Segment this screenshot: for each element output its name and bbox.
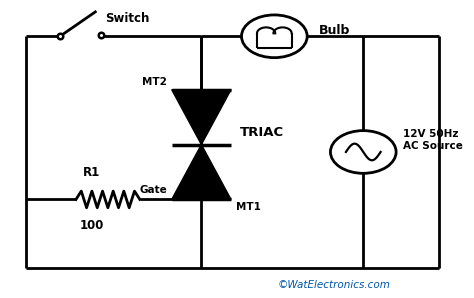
Text: Gate: Gate: [139, 185, 167, 195]
Text: Switch: Switch: [106, 12, 150, 25]
Polygon shape: [172, 145, 231, 199]
Text: 100: 100: [80, 219, 104, 232]
Text: TRIAC: TRIAC: [240, 126, 284, 139]
Polygon shape: [172, 90, 231, 145]
Text: MT2: MT2: [142, 77, 167, 87]
Text: R1: R1: [83, 166, 100, 179]
Text: 12V 50Hz
AC Source: 12V 50Hz AC Source: [403, 129, 463, 151]
Text: Bulb: Bulb: [319, 24, 350, 37]
Text: MT1: MT1: [236, 202, 260, 212]
Text: ©WatElectronics.com: ©WatElectronics.com: [277, 280, 390, 290]
